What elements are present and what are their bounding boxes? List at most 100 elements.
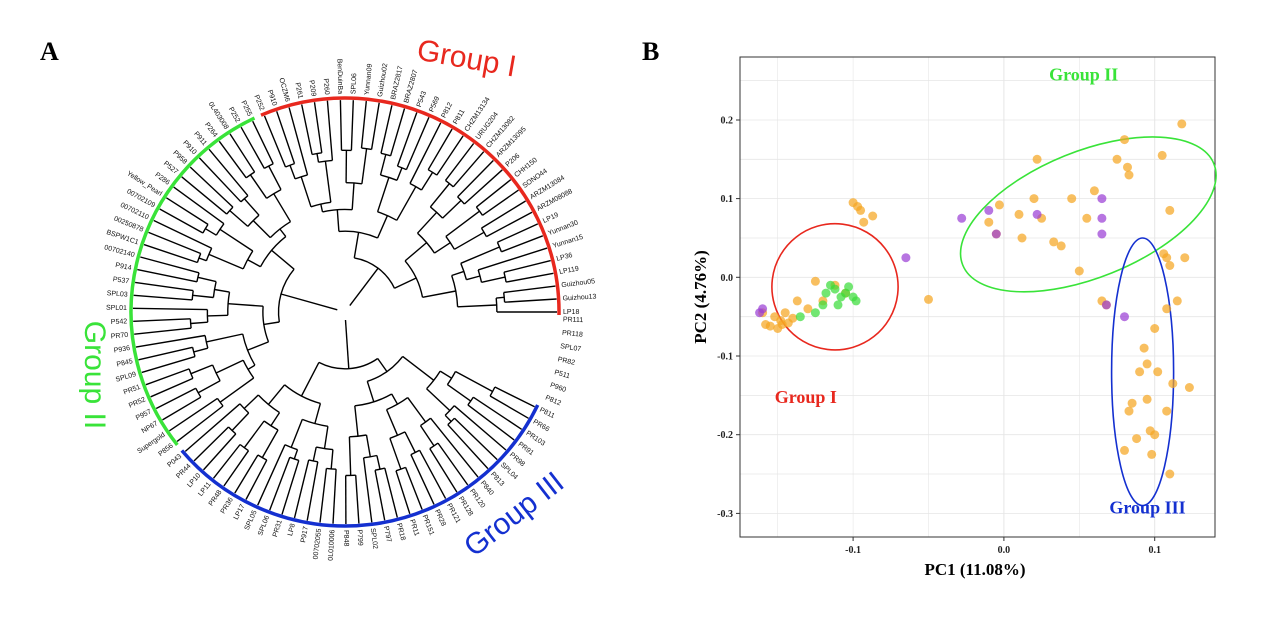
tip-label: P206 [505, 152, 522, 168]
tree-branch [482, 189, 519, 216]
tip-label: P569 [428, 95, 441, 113]
point-purple [1101, 300, 1111, 310]
tree-branch [247, 259, 261, 268]
point-orange [1014, 209, 1024, 219]
tree-root-branch [344, 319, 350, 369]
point-orange [994, 200, 1004, 210]
tree-branch [193, 426, 229, 462]
tree-branches [132, 100, 557, 525]
y-axis-label: PC2 (4.76%) [691, 250, 710, 343]
tree-branch [395, 470, 411, 515]
tree-branch [362, 457, 373, 523]
point-orange [1132, 434, 1142, 444]
tip-label: SPL09 [115, 371, 137, 384]
point-purple [1032, 209, 1042, 219]
tree-branch-arc [503, 292, 506, 303]
tip-label: SPL07 [560, 343, 582, 353]
tip-label: Guizhou02 [377, 63, 389, 98]
tree-branch [420, 172, 434, 191]
tree-branch [467, 404, 515, 441]
tree-branch [504, 298, 557, 303]
tip-label: P543 [416, 90, 428, 108]
tip-label: P958 [171, 150, 188, 166]
tree-branch [208, 253, 244, 270]
point-orange [1184, 383, 1194, 392]
ellipse-2 [959, 136, 1217, 293]
tree-branch [234, 454, 259, 494]
tree-branch [273, 193, 292, 223]
tree-branch [261, 429, 279, 458]
tree-branch [454, 417, 498, 461]
tree-branch [219, 228, 254, 252]
pca-ticks: -0.1 0.0 0.1 0.2 0.1 0.0 -0.1 -0.2 -0.3 [717, 116, 1161, 557]
tree-branch-arc [361, 147, 372, 151]
point-orange [1142, 359, 1152, 369]
y-tick-label: -0.1 [717, 352, 733, 363]
tree-branch [445, 210, 480, 237]
tree-branch [389, 108, 406, 156]
tip-label: P914 [115, 262, 133, 272]
point-purple [1120, 312, 1129, 322]
tree-branch [379, 154, 387, 176]
tree-branch [138, 346, 193, 361]
tree-branch [503, 259, 551, 273]
tip-label: Guizhou13 [562, 293, 596, 302]
tip-label: P917 [300, 526, 310, 543]
tip-label: PR121 [445, 502, 461, 524]
point-orange [765, 321, 775, 331]
point-orange [1124, 170, 1134, 180]
tip-label: P936 [113, 345, 130, 355]
tree-branch [300, 362, 320, 397]
tree-branch [271, 249, 295, 270]
tree-branch [422, 290, 456, 298]
point-orange [984, 217, 994, 227]
tip-label: P252 [227, 106, 241, 124]
point-orange [1124, 406, 1134, 416]
tree-branch [133, 318, 191, 322]
tree-group-arcs [129, 96, 561, 528]
tip-label: BRAZ2807 [403, 69, 419, 104]
tree-branch [419, 425, 435, 447]
tree-branch [409, 122, 442, 184]
point-orange [1142, 394, 1152, 404]
tree-branch [389, 438, 402, 470]
tree-group-label-2: Group II [78, 321, 111, 429]
tree-branch [319, 468, 328, 523]
tree-branch [189, 166, 234, 208]
tree-branch [289, 164, 296, 180]
tree-branch [486, 211, 533, 238]
tree-branch-arc [242, 359, 255, 379]
tree-branch-arc [302, 418, 329, 427]
tree-branch [140, 256, 200, 274]
tip-label: 00702140 [103, 244, 135, 259]
tree-branch [279, 228, 287, 238]
tree-branch [300, 176, 312, 208]
tree-branch [481, 276, 506, 283]
tip-label: P812 [544, 394, 562, 407]
tree-branch [323, 426, 329, 449]
tree-branch [313, 102, 323, 153]
tree-branch [166, 197, 209, 225]
tree-branch [460, 246, 500, 264]
point-purple [984, 205, 994, 215]
tip-label: PR128 [457, 496, 474, 518]
tip-label: P911 [192, 131, 208, 148]
tree-branch-arc [380, 152, 391, 157]
point-orange [1074, 266, 1084, 276]
tree-branch [446, 384, 472, 402]
panel-a-dendrogram: A LP18 Guizhou13 Guizhou05 LP119 LP36 Yunnan1… [40, 34, 597, 564]
tree-branch [231, 412, 250, 431]
tree-branch [427, 128, 453, 171]
tree-branch [466, 275, 481, 281]
tree-branch-arc [284, 384, 321, 405]
tree-branch [501, 235, 544, 253]
group-arc-1 [260, 96, 561, 316]
tree-branch [247, 341, 269, 351]
tree-branch-arc [257, 454, 268, 461]
tip-label: PR120 [468, 488, 486, 510]
tree-branch [503, 285, 556, 294]
tip-label: P252 [252, 94, 265, 112]
tree-branch [429, 448, 458, 493]
tree-branch [475, 179, 512, 208]
tree-branch [197, 276, 217, 283]
